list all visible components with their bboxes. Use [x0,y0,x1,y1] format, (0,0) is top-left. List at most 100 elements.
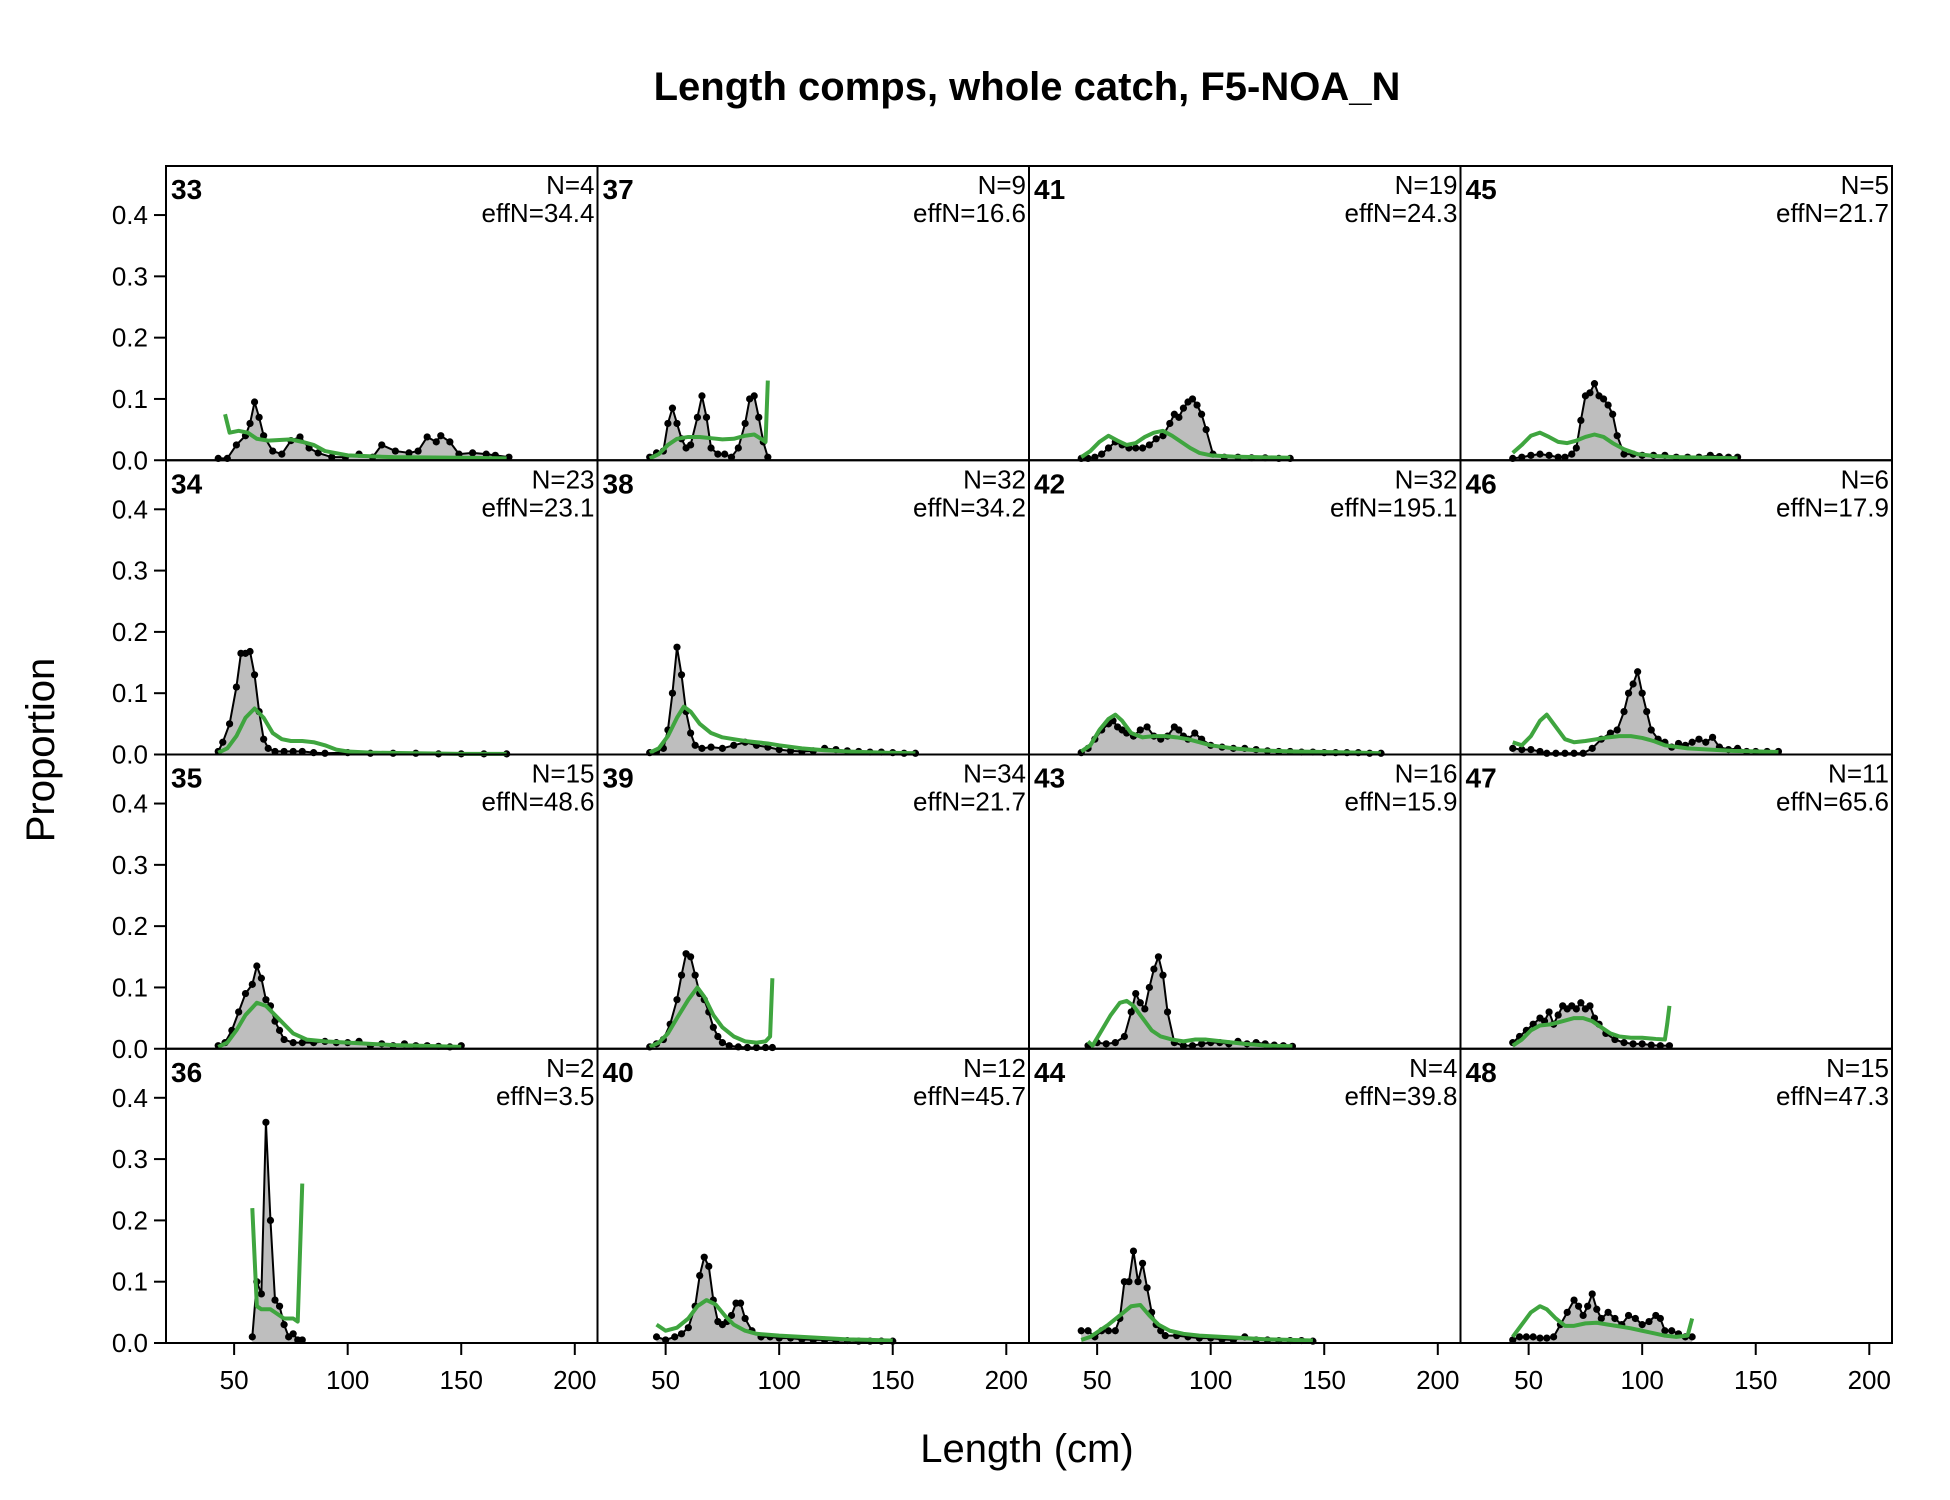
observed-point [1550,1333,1558,1341]
observed-point [1606,729,1614,737]
observed-point [709,1023,717,1031]
observed-point [1536,747,1544,756]
observed-point [1561,749,1569,757]
observed-point [432,438,440,446]
observed-point [446,438,454,446]
panel-n-label: N=23 [532,464,595,494]
observed-area [1081,398,1291,461]
observed-point [280,747,288,756]
y-tick-label: 0.0 [112,740,148,770]
observed-point [232,441,241,449]
observed-point [1091,453,1099,461]
observed-point [702,413,711,421]
chart-title: Length comps, whole catch, F5-NOA_N [654,65,1401,109]
observed-point [1527,745,1535,754]
observed-point [1518,453,1526,461]
x-axis-label: Length (cm) [920,1427,1133,1471]
observed-point [219,738,227,746]
x-tick-label: 50 [651,1365,680,1395]
observed-point [1145,441,1153,449]
x-tick-label: 100 [1620,1365,1663,1395]
y-tick-label: 0.3 [112,850,148,880]
panel-effn-label: effN=39.8 [1344,1081,1457,1111]
observed-point [1643,707,1651,716]
observed-point [275,1026,284,1034]
observed-point [1624,689,1633,697]
observed-area [1081,1251,1313,1343]
expected-line [1080,1302,1313,1343]
panel-border [1459,1047,1893,1344]
observed-point [437,432,445,440]
observed-point [1179,1042,1188,1050]
observed-point [1193,401,1201,409]
observed-point [1522,1333,1530,1341]
panel-n-label: N=32 [963,464,1026,494]
observed-point [668,404,677,412]
x-tick-label: 100 [326,1365,369,1395]
x-axis: 50 100 150 200 50 100 150 200 50 100 150 200 50 100 15… [220,1343,1891,1395]
expected-line [1086,998,1293,1049]
observed-point [414,447,422,455]
expected-line [1080,712,1382,756]
observed-point [468,449,477,457]
observed-area [649,647,916,755]
observed-point [696,1271,704,1280]
observed-point [691,741,699,749]
observed-point [1624,1311,1633,1320]
observed-point [1127,1008,1135,1016]
observed-point [1588,744,1596,752]
observed-point [1145,983,1153,992]
expected-line [217,706,507,756]
panel-effn-label: effN=21.7 [1776,198,1889,228]
panel-n-label: N=12 [963,1053,1026,1083]
observed-point [278,450,286,458]
observed-point [1688,738,1696,746]
observed-point [714,1032,722,1041]
observed-area [218,402,509,461]
observed-point [1629,680,1637,688]
observed-point [1129,1247,1138,1255]
observed-point [1138,444,1147,452]
y-axis-label: Proportion [19,658,63,843]
observed-point [684,1324,692,1332]
observed-point [1574,1302,1583,1310]
expected-line [223,413,507,461]
observed-point [1104,1327,1113,1335]
expected-line [1511,1005,1672,1048]
panel-year-label: 44 [1034,1057,1066,1088]
observed-point [289,1039,297,1047]
panel-year-label: 42 [1034,468,1065,499]
observed-point [1570,749,1578,757]
expected-line [648,704,916,756]
observed-point [262,1118,270,1126]
panel-effn-label: effN=24.3 [1344,198,1457,228]
observed-point [260,735,268,743]
observed-point [1638,1040,1646,1048]
y-tick-label: 0.3 [112,1144,148,1174]
observed-point [1647,1041,1655,1049]
observed-point [482,450,490,458]
observed-point [1141,1005,1149,1013]
expected-line [1512,712,1779,755]
x-tick-label: 150 [1734,1365,1777,1395]
observed-point [298,747,306,756]
observed-point [1563,1308,1571,1316]
observed-point [1543,749,1551,757]
y-tick-label: 0.2 [112,911,148,941]
observed-point [1159,971,1167,979]
observed-point [1138,1259,1147,1267]
observed-point [1198,410,1206,418]
observed-point [1545,1008,1553,1016]
x-tick-label: 50 [220,1365,249,1395]
panel-effn-label: effN=15.9 [1344,787,1457,817]
observed-point [321,749,329,757]
observed-point [1638,689,1646,697]
observed-point [1590,380,1599,388]
